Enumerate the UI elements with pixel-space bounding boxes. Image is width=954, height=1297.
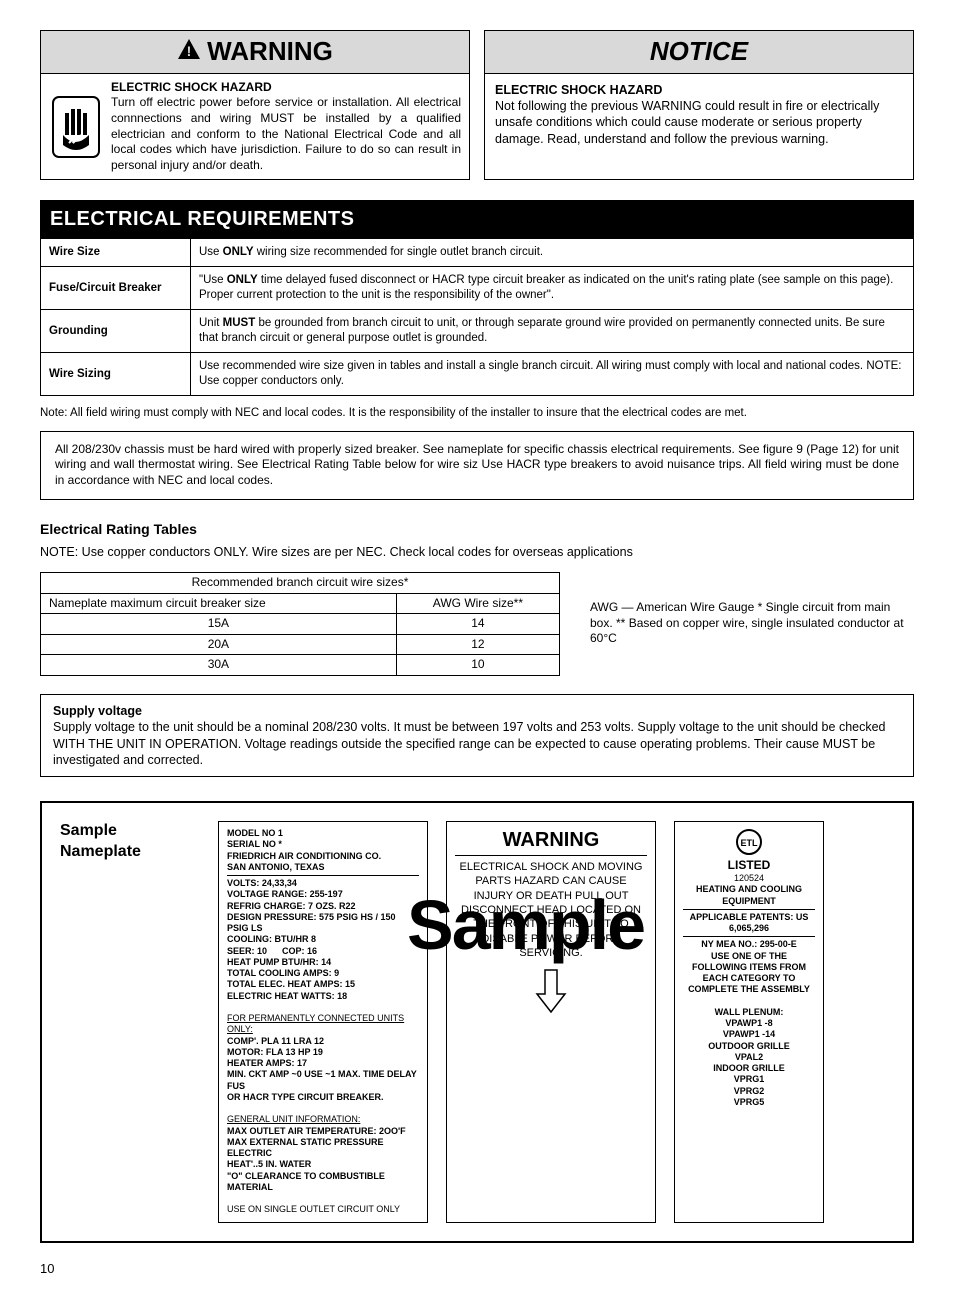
- nameplate-col-specs: MODEL NO 1SERIAL NO *FRIEDRICH AIR CONDI…: [218, 821, 428, 1223]
- wire-cell: 20A: [41, 634, 397, 655]
- warning-box: ! WARNING ELECTRIC SHOCK HAZARD Turn off…: [40, 30, 470, 180]
- notice-body-text: Not following the previous WARNING could…: [495, 99, 879, 146]
- notice-box: NOTICE ELECTRIC SHOCK HAZARD Not followi…: [484, 30, 914, 180]
- wire-col1-head: Nameplate maximum circuit breaker size: [41, 593, 397, 614]
- svg-text:!: !: [187, 43, 192, 59]
- nameplate-title: Sample Nameplate: [60, 821, 200, 1223]
- rating-note: NOTE: Use copper conductors ONLY. Wire s…: [40, 544, 914, 560]
- req-label: Grounding: [41, 310, 191, 353]
- etl-listed-icon: ETL: [735, 828, 763, 856]
- wire-size-row: Recommended branch circuit wire sizes* N…: [40, 572, 914, 676]
- supply-voltage-box: Supply voltage Supply voltage to the uni…: [40, 694, 914, 777]
- nameplate-col-warning: WARNING ELECTRICAL SHOCK AND MOVING PART…: [446, 821, 656, 1223]
- warning-header: ! WARNING: [41, 31, 469, 74]
- warning-body-text: Turn off electric power before service o…: [111, 95, 461, 171]
- notice-subhead: ELECTRIC SHOCK HAZARD: [495, 83, 662, 97]
- req-text: Use recommended wire size given in table…: [191, 353, 914, 396]
- wire-side-note: AWG — American Wire Gauge * Single circu…: [590, 572, 914, 647]
- rating-tables-heading: Electrical Rating Tables: [40, 520, 914, 538]
- table-row: Fuse/Circuit Breaker"Use ONLY time delay…: [41, 267, 914, 310]
- wire-cell: 15A: [41, 614, 397, 635]
- warning-body: ELECTRIC SHOCK HAZARD Turn off electric …: [111, 80, 461, 174]
- top-callout-row: ! WARNING ELECTRIC SHOCK HAZARD Turn off…: [40, 30, 914, 180]
- nameplate-warning-text: ELECTRICAL SHOCK AND MOVING PARTS HAZARD…: [455, 860, 647, 960]
- chassis-note-box: All 208/230v chassis must be hard wired …: [40, 431, 914, 500]
- nameplate-col-listed: ETL LISTED120524HEATING AND COOLING EQUI…: [674, 821, 824, 1223]
- notice-header: NOTICE: [485, 31, 913, 74]
- warning-subhead: ELECTRIC SHOCK HAZARD: [111, 80, 272, 94]
- table-row: Wire SizingUse recommended wire size giv…: [41, 353, 914, 396]
- section-electrical-requirements: ELECTRICAL REQUIREMENTS: [40, 200, 914, 238]
- req-text: "Use ONLY time delayed fused disconnect …: [191, 267, 914, 310]
- nec-note: Note: All field wiring must comply with …: [40, 406, 914, 421]
- req-label: Wire Sizing: [41, 353, 191, 396]
- wire-table-caption: Recommended branch circuit wire sizes*: [41, 573, 560, 594]
- wire-size-table: Recommended branch circuit wire sizes* N…: [40, 572, 560, 676]
- req-text: Unit MUST be grounded from branch circui…: [191, 310, 914, 353]
- wire-col2-head: AWG Wire size**: [396, 593, 559, 614]
- page-number: 10: [40, 1261, 914, 1278]
- arrow-down-icon: [531, 966, 571, 1016]
- req-label: Wire Size: [41, 239, 191, 267]
- req-text: Use ONLY wiring size recommended for sin…: [191, 239, 914, 267]
- svg-text:ETL: ETL: [741, 838, 759, 848]
- table-row: Wire SizeUse ONLY wiring size recommende…: [41, 239, 914, 267]
- requirements-table: Wire SizeUse ONLY wiring size recommende…: [40, 238, 914, 396]
- warning-title: WARNING: [207, 35, 333, 69]
- table-row: 20A12: [41, 634, 560, 655]
- sample-nameplate-box: Sample Nameplate MODEL NO 1SERIAL NO *FR…: [40, 801, 914, 1243]
- supply-title: Supply voltage: [53, 704, 142, 718]
- req-label: Fuse/Circuit Breaker: [41, 267, 191, 310]
- shock-hand-icon: [49, 80, 103, 174]
- notice-body: ELECTRIC SHOCK HAZARD Not following the …: [485, 74, 913, 155]
- table-row: 15A14: [41, 614, 560, 635]
- nameplate-warning-title: WARNING: [455, 828, 647, 856]
- wire-cell: 30A: [41, 655, 397, 676]
- wire-cell: 12: [396, 634, 559, 655]
- table-row: 30A10: [41, 655, 560, 676]
- warning-triangle-icon: !: [177, 35, 201, 69]
- wire-cell: 14: [396, 614, 559, 635]
- wire-cell: 10: [396, 655, 559, 676]
- table-row: GroundingUnit MUST be grounded from bran…: [41, 310, 914, 353]
- supply-body: Supply voltage to the unit should be a n…: [53, 720, 886, 767]
